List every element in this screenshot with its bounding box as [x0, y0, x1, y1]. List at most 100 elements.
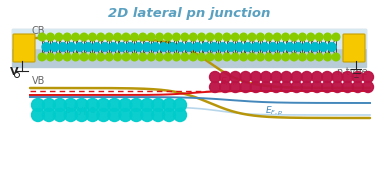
Circle shape [160, 43, 168, 51]
Circle shape [322, 82, 333, 92]
Circle shape [84, 43, 92, 51]
Circle shape [260, 43, 269, 51]
Circle shape [291, 82, 302, 92]
Circle shape [277, 43, 286, 51]
Circle shape [235, 43, 243, 51]
Circle shape [114, 53, 121, 61]
Circle shape [31, 108, 45, 122]
Circle shape [105, 33, 113, 41]
Circle shape [163, 108, 175, 122]
Circle shape [215, 53, 222, 61]
Circle shape [322, 71, 333, 83]
Circle shape [260, 71, 271, 83]
Circle shape [328, 43, 336, 51]
Circle shape [86, 98, 99, 112]
Circle shape [105, 53, 113, 61]
Circle shape [257, 53, 264, 61]
Circle shape [173, 33, 180, 41]
Circle shape [97, 33, 105, 41]
Circle shape [230, 71, 241, 83]
Circle shape [31, 98, 45, 112]
Circle shape [311, 43, 319, 51]
Circle shape [352, 82, 363, 92]
Circle shape [174, 108, 186, 122]
Circle shape [301, 82, 312, 92]
Circle shape [152, 98, 165, 112]
Circle shape [141, 98, 154, 112]
Circle shape [281, 71, 292, 83]
Circle shape [307, 33, 314, 41]
Circle shape [273, 33, 281, 41]
Circle shape [64, 53, 71, 61]
Circle shape [75, 108, 88, 122]
Circle shape [209, 71, 220, 83]
Circle shape [67, 43, 76, 51]
Circle shape [201, 43, 210, 51]
Circle shape [324, 53, 332, 61]
Circle shape [141, 108, 154, 122]
Circle shape [59, 43, 67, 51]
Circle shape [319, 43, 328, 51]
Circle shape [14, 73, 20, 78]
Circle shape [352, 71, 363, 83]
Circle shape [152, 108, 165, 122]
Circle shape [342, 71, 353, 83]
Circle shape [193, 43, 201, 51]
Text: V: V [10, 67, 18, 77]
Circle shape [130, 108, 143, 122]
Circle shape [332, 71, 343, 83]
Circle shape [206, 53, 214, 61]
Circle shape [143, 43, 151, 51]
Circle shape [210, 43, 218, 51]
Circle shape [315, 53, 323, 61]
Circle shape [324, 33, 332, 41]
Circle shape [135, 43, 143, 51]
Circle shape [206, 33, 214, 41]
Circle shape [75, 98, 88, 112]
Circle shape [72, 33, 79, 41]
Circle shape [164, 33, 172, 41]
Circle shape [181, 53, 189, 61]
Circle shape [80, 53, 88, 61]
Circle shape [311, 71, 322, 83]
Text: CB: CB [32, 26, 45, 36]
Circle shape [257, 33, 264, 41]
Circle shape [88, 33, 96, 41]
Circle shape [108, 98, 121, 112]
Circle shape [119, 108, 132, 122]
Circle shape [189, 33, 197, 41]
Circle shape [332, 33, 340, 41]
Circle shape [151, 43, 160, 51]
Circle shape [53, 108, 67, 122]
Circle shape [76, 43, 84, 51]
Circle shape [290, 53, 298, 61]
Circle shape [88, 53, 96, 61]
Circle shape [250, 71, 261, 83]
Circle shape [122, 53, 130, 61]
Text: n-type: n-type [336, 67, 368, 77]
Circle shape [50, 43, 59, 51]
Circle shape [299, 53, 306, 61]
Circle shape [269, 43, 277, 51]
Circle shape [299, 33, 306, 41]
Circle shape [114, 33, 121, 41]
Circle shape [223, 33, 231, 41]
Circle shape [198, 33, 205, 41]
Circle shape [119, 98, 132, 112]
Circle shape [168, 43, 177, 51]
Circle shape [286, 43, 294, 51]
Circle shape [64, 98, 77, 112]
Circle shape [118, 43, 126, 51]
Circle shape [198, 53, 205, 61]
Circle shape [80, 33, 88, 41]
Circle shape [53, 98, 67, 112]
Circle shape [42, 108, 56, 122]
Circle shape [248, 53, 256, 61]
Circle shape [164, 53, 172, 61]
Circle shape [363, 82, 373, 92]
Circle shape [64, 108, 77, 122]
Text: $E_{F,p}$: $E_{F,p}$ [265, 105, 283, 118]
Circle shape [231, 33, 239, 41]
Circle shape [122, 33, 130, 41]
Circle shape [64, 33, 71, 41]
